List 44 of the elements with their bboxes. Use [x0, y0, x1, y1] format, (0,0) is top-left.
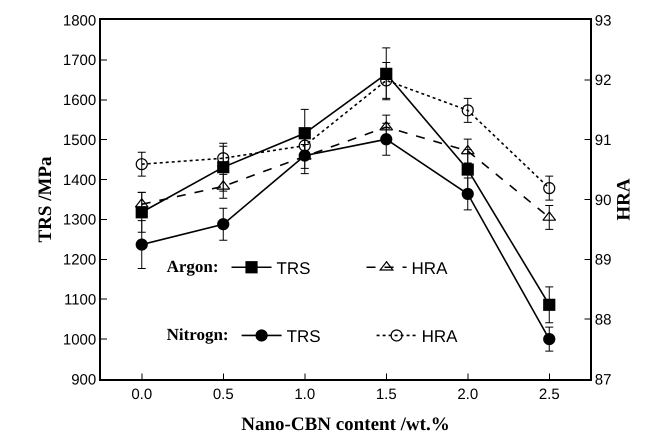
y-tick-label: 1700	[62, 52, 96, 70]
x-tick-label: 1.5	[376, 386, 397, 403]
point	[543, 333, 556, 346]
x-tick-label: 2.5	[538, 386, 560, 403]
y2-tick-label: 92	[594, 72, 612, 90]
y2-tick-label: 89	[594, 252, 612, 269]
y-tick-label: 1200	[62, 252, 96, 269]
y2-tick-label: 93	[594, 12, 612, 30]
text: Nitrogn:	[166, 325, 229, 344]
point	[543, 298, 556, 311]
y-tick-label: 1100	[64, 291, 96, 308]
legend-label: HRA	[412, 258, 448, 278]
y2-tick-label: 88	[594, 311, 612, 328]
y-tick-label: 1600	[62, 92, 96, 110]
y2-tick-label: 90	[594, 192, 612, 209]
point	[462, 188, 474, 200]
point	[136, 158, 148, 170]
legend-label: HRA	[422, 327, 458, 346]
y-tick-label: 900	[71, 371, 96, 388]
x-tick-label: 0.5	[212, 386, 234, 403]
legend-label: TRS	[286, 327, 321, 346]
point	[298, 140, 311, 152]
x-tick-label: 1.0	[294, 386, 316, 403]
point	[298, 127, 311, 140]
y2-tick-label: 91	[594, 132, 612, 149]
point	[217, 218, 230, 230]
y-tick-label: 1000	[62, 331, 96, 348]
y-tick-label: 1800	[62, 12, 96, 30]
y-tick-label: 1400	[62, 172, 96, 189]
point	[380, 133, 392, 146]
y-axis-title: TRS /MPa	[35, 156, 56, 243]
y2-axis-title: HRA	[614, 178, 635, 221]
y-tick-label: 1300	[62, 212, 96, 229]
point	[543, 182, 556, 194]
text: Argon:	[166, 256, 219, 276]
point	[462, 163, 474, 176]
x-tick-label: 0.0	[131, 386, 152, 403]
y2-tick-label: 87	[594, 371, 612, 388]
y-tick-label: 1500	[62, 132, 96, 149]
legend-label: TRS	[276, 258, 311, 278]
x-tick-label: 2.0	[457, 386, 478, 403]
x-axis-title: Nano-CBN content /wt.%	[241, 414, 450, 436]
point	[462, 104, 474, 116]
point	[136, 238, 148, 251]
